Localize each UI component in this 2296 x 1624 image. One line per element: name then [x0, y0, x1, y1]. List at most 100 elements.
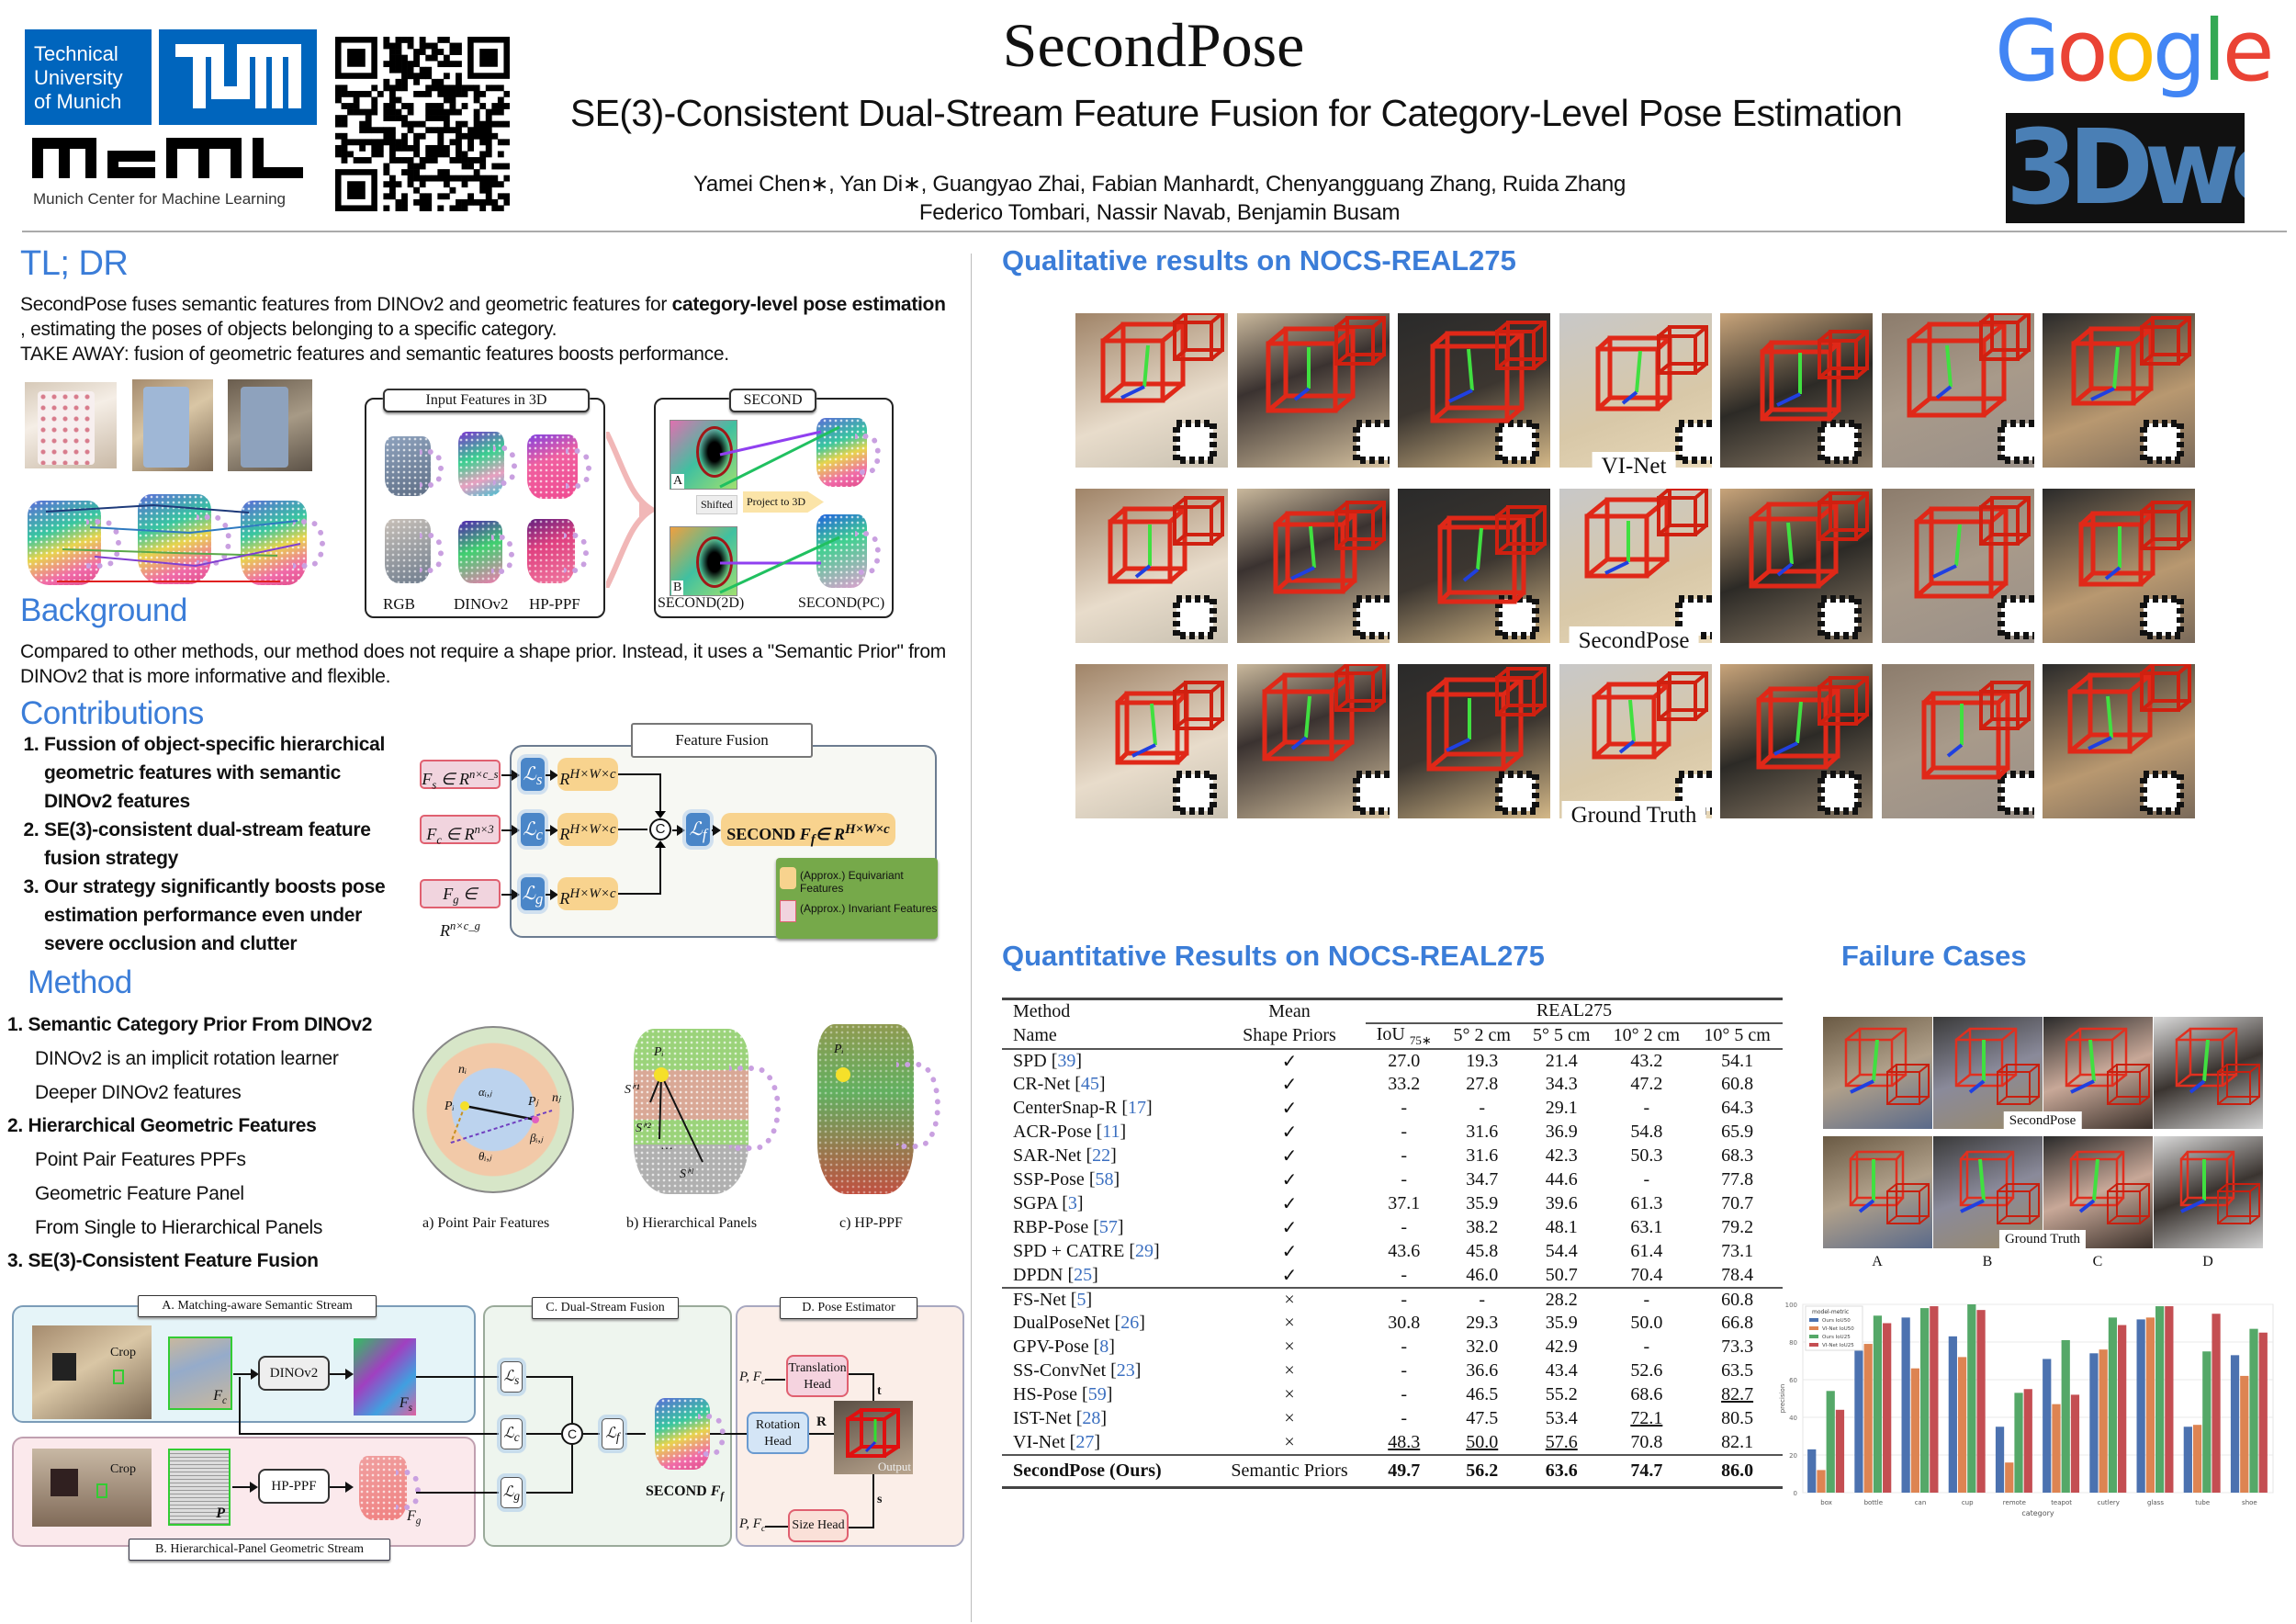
qualitative-image — [1881, 489, 2034, 643]
axis-blue — [1931, 564, 1957, 579]
qr-code[interactable] — [335, 37, 510, 211]
bar-remote-vi-net-iou50 — [2005, 1462, 2014, 1493]
metric-value: 63.5 — [1721, 1360, 1754, 1381]
metric-value: 47.2 — [1630, 1074, 1663, 1094]
method-heading: Method — [28, 964, 132, 1000]
bar-cutlery-ours-iou25 — [2108, 1317, 2118, 1493]
method-name: HS-Pose [59] — [1013, 1384, 1113, 1404]
contribution-item: SE(3)-consistent dual-stream feature fus… — [44, 816, 402, 873]
citation-link[interactable]: 39 — [1057, 1050, 1076, 1071]
citation-link[interactable]: 28 — [1082, 1408, 1101, 1428]
mug-photo — [25, 382, 117, 468]
bar-cup-ours-iou50 — [1948, 1336, 1957, 1493]
bar-glass-ours-iou25 — [2155, 1306, 2165, 1493]
cropped-rgb-image: Fc — [168, 1336, 232, 1410]
axis-green — [2106, 695, 2113, 739]
method-name: SAR-Net [22] — [1013, 1145, 1117, 1166]
citation-link[interactable]: 26 — [1120, 1313, 1140, 1333]
pipeline-diagram: A. Matching-aware Semantic Stream B. Hie… — [12, 1292, 967, 1561]
tum-mark-icon — [159, 29, 317, 125]
qualitative-image — [2043, 489, 2195, 643]
metric-value: 54.8 — [1630, 1122, 1663, 1142]
axis-blue — [1850, 1079, 1874, 1094]
bounding-box — [2065, 1027, 2128, 1088]
citation-link[interactable]: 45 — [1080, 1074, 1099, 1094]
citation-link[interactable]: 29 — [1134, 1241, 1154, 1261]
failure-label-secondpose: SecondPose — [2003, 1111, 2082, 1130]
shape-prior-mark: × — [1284, 1408, 1295, 1428]
citation-link[interactable]: 8 — [1099, 1336, 1109, 1357]
method-subitem: DINOv2 is an implicit rotation learner — [35, 1048, 339, 1069]
bounding-box — [1818, 676, 1869, 726]
citation-link[interactable]: 58 — [1095, 1169, 1114, 1190]
qualitative-image — [1236, 313, 1390, 468]
pose-input-label: P, Fc — [739, 1370, 766, 1387]
metric-value: 61.4 — [1630, 1241, 1663, 1261]
bar-remote-ours-iou50 — [1995, 1427, 2005, 1493]
aruco-marker — [1495, 595, 1539, 639]
metric-value: 43.2 — [1630, 1050, 1663, 1071]
aruco-marker — [1997, 771, 2034, 815]
bounding-box — [1495, 667, 1547, 716]
scene-pointcloud-image: Crop — [32, 1449, 152, 1527]
method-list: 1. Semantic Category Prior From DINOv2 D… — [7, 1009, 402, 1278]
failure-case-image — [2043, 1017, 2153, 1129]
method-name: SPD + CATRE [29] — [1013, 1241, 1160, 1261]
bar-cutlery-vi-net-iou25 — [2118, 1325, 2127, 1493]
poster-title: SecondPose — [1002, 10, 1305, 80]
metric-value: 21.4 — [1545, 1050, 1578, 1071]
qualitative-image — [1075, 489, 1228, 643]
aruco-marker — [1352, 771, 1390, 815]
contributions-heading: Contributions — [20, 695, 204, 731]
method-name: FS-Net [5] — [1013, 1289, 1093, 1310]
metric-value: 46.5 — [1466, 1384, 1499, 1404]
citation-link[interactable]: 27 — [1075, 1431, 1095, 1452]
y-tick-label: 100 — [1785, 1302, 1797, 1309]
qualitative-image — [1881, 313, 2034, 468]
citation-link[interactable]: 23 — [1116, 1360, 1135, 1381]
metric-value: 70.8 — [1630, 1431, 1663, 1452]
label-second-2d: SECOND(2D) — [658, 595, 745, 611]
x-tick-label: tube — [2195, 1499, 2210, 1506]
bar-bottle-vi-net-iou50 — [1863, 1344, 1873, 1493]
pose-output-image: Output — [834, 1401, 913, 1474]
citation-link[interactable]: 17 — [1127, 1098, 1146, 1118]
bounding-box — [1437, 515, 1526, 604]
bounding-box — [2140, 316, 2191, 366]
metric-value: 42.3 — [1545, 1145, 1578, 1166]
bounding-box — [1273, 511, 1356, 594]
metric-value: 55.2 — [1545, 1384, 1578, 1404]
background-text: Compared to other methods, our method do… — [20, 641, 946, 687]
metric-value: 34.3 — [1545, 1074, 1578, 1094]
metric-value: 31.6 — [1466, 1122, 1499, 1142]
failure-label-ground-truth: Ground Truth — [1998, 1230, 2087, 1248]
citation-link[interactable]: 25 — [1074, 1264, 1093, 1285]
citation-link[interactable]: 5 — [1076, 1289, 1086, 1310]
citation-link[interactable]: 3 — [1067, 1193, 1077, 1213]
axis-blue — [2180, 1199, 2205, 1213]
tldr-heading: TL; DR — [20, 244, 129, 283]
axis-green — [1978, 1158, 1986, 1201]
citation-link[interactable]: 11 — [1102, 1122, 1120, 1142]
axis-green — [1308, 525, 1316, 569]
bounding-box — [1656, 489, 1708, 536]
failure-case-image — [1823, 1136, 1932, 1248]
bounding-box — [1334, 664, 1386, 712]
metric-value: 70.4 — [1630, 1264, 1663, 1285]
metric-value: 48.1 — [1545, 1217, 1578, 1237]
header-method: Method — [1013, 1000, 1071, 1021]
row-label-secondpose: SecondPose — [1569, 626, 1699, 656]
bounding-box — [1426, 677, 1524, 772]
axis-blue — [1446, 738, 1470, 752]
citation-link[interactable]: 22 — [1092, 1145, 1111, 1166]
legend-swatch — [1809, 1326, 1818, 1330]
google-letter: g — [2152, 2, 2206, 100]
citation-link[interactable]: 57 — [1098, 1217, 1118, 1237]
bounding-box — [1592, 682, 1671, 760]
legend-swatch — [1809, 1343, 1818, 1347]
axis-blue — [1618, 739, 1635, 754]
bounding-box — [1844, 1027, 1908, 1088]
axis-green — [1476, 527, 1483, 570]
citation-link[interactable]: 59 — [1087, 1384, 1107, 1404]
axis-green — [2092, 1158, 2099, 1201]
